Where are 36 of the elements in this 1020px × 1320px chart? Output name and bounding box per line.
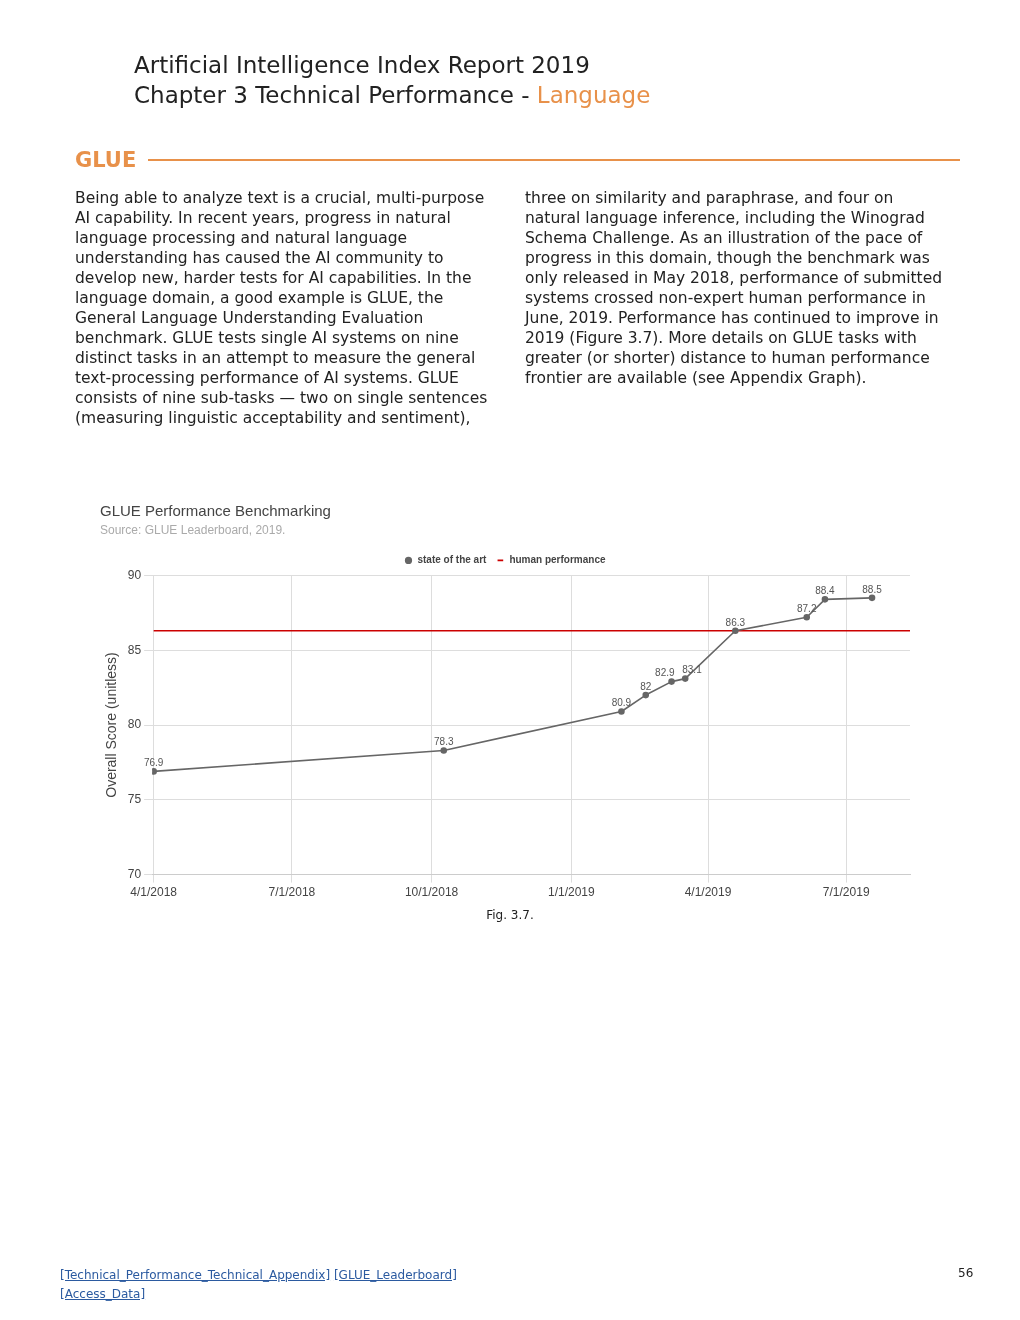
text: [Technical_Performance_Technical_Appendix] bbox=[60, 1268, 331, 1282]
x-tick-label: 10/1/2018 bbox=[404, 885, 459, 900]
text: [Access_Data] bbox=[60, 1287, 146, 1301]
legend-label: state of the art bbox=[417, 554, 488, 566]
x-tick-label: 7/1/2018 bbox=[268, 885, 316, 900]
text: 56 bbox=[958, 1266, 974, 1280]
y-axis-title: Overall Score (unitless) bbox=[103, 652, 120, 798]
x-tick-label: 4/1/2019 bbox=[684, 885, 732, 900]
text: Artificial Intelligence Index Report 2019 bbox=[134, 51, 591, 80]
text: GLUE bbox=[75, 148, 137, 172]
data-label: 82.9 bbox=[655, 667, 675, 679]
data-label: 86.3 bbox=[725, 616, 746, 628]
y-tick-label: 90 bbox=[127, 567, 142, 582]
text: [GLUE_Leaderboard] bbox=[333, 1268, 457, 1282]
chart-title: GLUE Performance Benchmarking bbox=[100, 502, 331, 520]
y-tick-label: 85 bbox=[127, 642, 142, 657]
data-label: 78.3 bbox=[434, 736, 454, 748]
legend-label: human performance bbox=[509, 554, 606, 566]
y-tick-label: 80 bbox=[127, 717, 142, 732]
chart-subtitle: Source: GLUE Leaderboard, 2019. bbox=[100, 522, 286, 537]
text: Language bbox=[536, 82, 651, 108]
text: Being able to analyze text is a crucial, multi-purpose AI capability. In recent years, progress in natural language processing and natural language understanding has caused the AI community to develop new, harder tests for AI capabilities. In the language domain, a good example is GLUE, the General Language Understanding Evaluation benchmark. GLUE tests single AI systems on nine distinct tasks in an attempt to measure the general text-processing performance of AI systems. GLUE consists of nine sub-tasks — two on single sentences (measuring linguistic acceptability and sentiment), bbox=[75, 189, 488, 427]
text: three on similarity and paraphrase, and four on natural language inference, including the Winograd Schema Challenge. As an illustration of the pace of progress in this domain, though the benchmark was only released in May 2018, performance of submitted systems crossed non-expert human performance in June, 2019. Performance has continued to improve in 2019 (Figure 3.7). More details on GLUE tasks with greater (or shorter) distance to human performance frontier are available (see Appendix Graph). bbox=[525, 189, 943, 387]
y-tick-label: 75 bbox=[127, 792, 142, 807]
data-label: 87.2 bbox=[796, 603, 817, 615]
caption: Fig. 3.7. bbox=[485, 908, 535, 922]
data-label: 88.4 bbox=[815, 585, 836, 597]
data-label: 88.5 bbox=[862, 583, 883, 595]
text: Chapter 3 Technical Performance - bbox=[134, 82, 530, 108]
x-tick-label: 1/1/2019 bbox=[547, 885, 595, 900]
data-label: 80.9 bbox=[611, 697, 632, 709]
y-tick-label: 70 bbox=[127, 866, 142, 881]
x-tick-label: 4/1/2018 bbox=[130, 885, 178, 900]
x-tick-label: 7/1/2019 bbox=[822, 885, 870, 900]
data-label: 76.9 bbox=[143, 757, 164, 769]
data-label: 82 bbox=[640, 680, 652, 692]
